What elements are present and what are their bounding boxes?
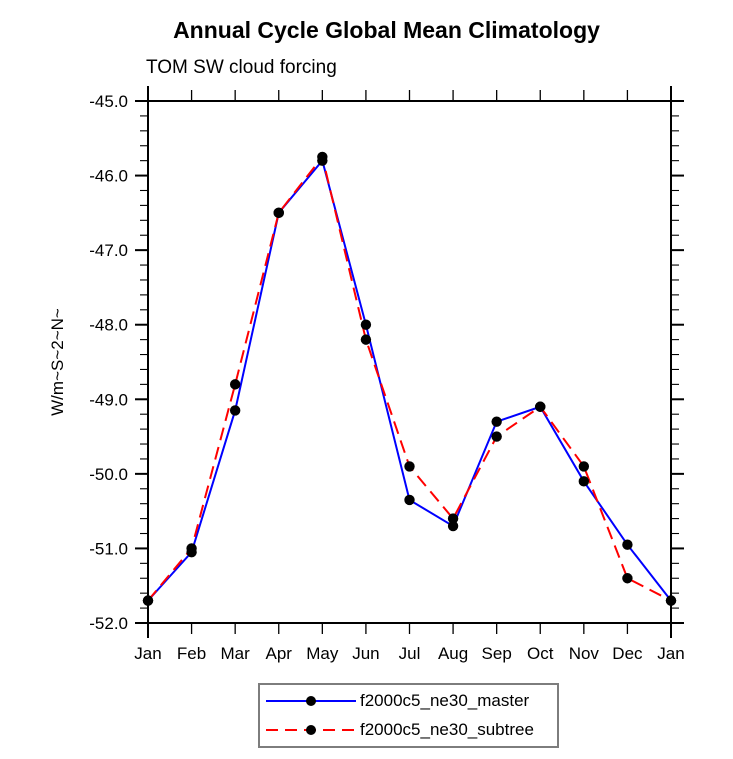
y-tick-label: -45.0 bbox=[89, 92, 128, 111]
data-point-marker bbox=[142, 595, 154, 606]
legend-item-subtree: f2000c5_ne30_subtree bbox=[260, 717, 557, 743]
legend-item-master: f2000c5_ne30_master bbox=[260, 688, 557, 714]
legend: f2000c5_ne30_master f2000c5_ne30_subtree bbox=[258, 683, 559, 748]
data-point-marker bbox=[622, 573, 633, 584]
y-tick-label: -46.0 bbox=[89, 167, 128, 186]
data-point-marker bbox=[360, 319, 372, 330]
data-point-marker bbox=[317, 151, 328, 163]
chart-subtitle: TOM SW cloud forcing bbox=[146, 57, 337, 78]
x-tick-label: Apr bbox=[266, 644, 293, 663]
data-point-marker bbox=[447, 513, 459, 524]
data-point-marker bbox=[186, 543, 197, 554]
legend-line-sample-solid bbox=[266, 696, 356, 706]
y-tick-label: -47.0 bbox=[89, 241, 128, 260]
legend-line-sample-dashed bbox=[266, 725, 356, 735]
y-tick-label: -52.0 bbox=[89, 614, 128, 633]
x-tick-label: Jan bbox=[657, 644, 684, 663]
y-tick-label: -49.0 bbox=[89, 390, 128, 409]
x-tick-label: Feb bbox=[177, 644, 206, 663]
legend-label-subtree: f2000c5_ne30_subtree bbox=[360, 720, 534, 739]
x-tick-label: Jul bbox=[399, 644, 421, 663]
x-tick-label: May bbox=[306, 644, 339, 663]
chart-title: Annual Cycle Global Mean Climatology bbox=[173, 17, 600, 43]
x-tick-label: Sep bbox=[482, 644, 512, 663]
x-tick-label: Oct bbox=[527, 644, 554, 663]
legend-label-master: f2000c5_ne30_master bbox=[360, 691, 530, 710]
data-point-marker bbox=[491, 416, 502, 427]
data-point-marker bbox=[578, 461, 590, 472]
x-tick-label: Jan bbox=[134, 644, 161, 663]
data-point-marker bbox=[622, 539, 633, 550]
data-point-marker bbox=[491, 431, 502, 442]
data-point-marker bbox=[665, 595, 677, 606]
data-point-marker bbox=[229, 405, 241, 416]
x-tick-label: Dec bbox=[612, 644, 643, 663]
x-tick-label: Aug bbox=[438, 644, 468, 663]
y-tick-label: -50.0 bbox=[89, 465, 128, 484]
series-line-subtree bbox=[147, 154, 672, 602]
data-point-marker bbox=[404, 494, 415, 506]
data-point-marker bbox=[404, 461, 415, 472]
x-tick-label: Nov bbox=[569, 644, 600, 663]
data-point-marker bbox=[578, 476, 590, 487]
data-point-marker bbox=[273, 207, 284, 219]
data-point-marker bbox=[360, 334, 372, 345]
data-point-marker bbox=[535, 401, 546, 412]
series-line-master bbox=[147, 158, 672, 602]
plot-frame bbox=[147, 100, 672, 624]
y-tick-label: -51.0 bbox=[89, 539, 128, 558]
legend-marker-icon bbox=[306, 696, 316, 706]
data-point-marker bbox=[447, 520, 459, 532]
y-tick-label: -48.0 bbox=[89, 316, 128, 335]
x-tick-label: Mar bbox=[221, 644, 251, 663]
data-point-marker bbox=[229, 379, 241, 390]
x-tick-label: Jun bbox=[352, 644, 379, 663]
legend-marker-icon bbox=[306, 725, 316, 735]
